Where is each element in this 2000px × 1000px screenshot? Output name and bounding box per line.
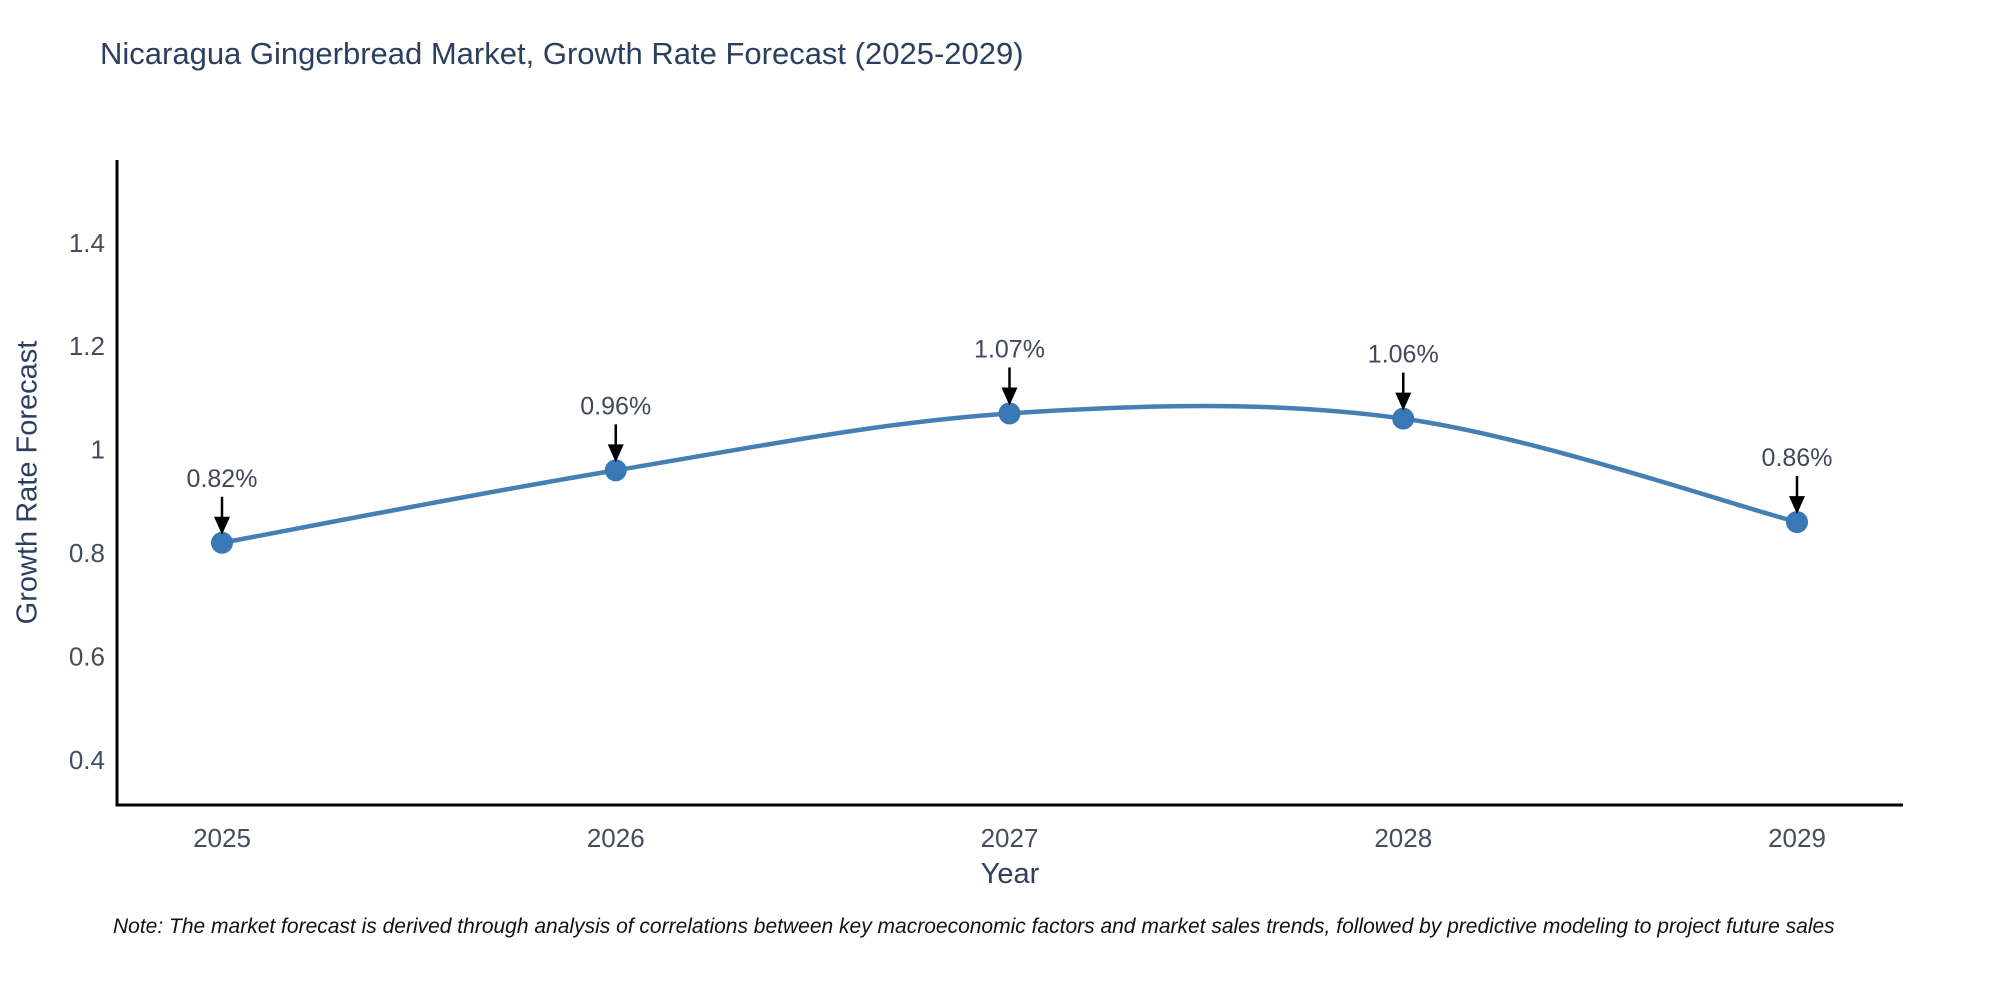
footnote-text: Note: The market forecast is derived thr…: [113, 915, 1835, 938]
x-tick-label: 2029: [1768, 823, 1826, 853]
data-point-marker: [998, 402, 1021, 425]
point-annotation: 1.07%: [974, 335, 1045, 363]
x-tick-label: 2027: [981, 823, 1039, 853]
point-annotation: 1.06%: [1368, 341, 1439, 369]
y-tick-label: 0.4: [69, 745, 105, 775]
y-tick-label: 0.6: [69, 642, 105, 672]
x-tick-label: 2026: [587, 823, 645, 853]
x-tick-label: 2028: [1374, 823, 1432, 853]
x-tick-label: 2025: [193, 823, 251, 853]
trend-line: [221, 403, 1798, 545]
annotation-arrowhead: [607, 444, 624, 463]
y-tick-label: 1: [91, 435, 105, 465]
annotation-arrowhead: [1395, 392, 1412, 411]
annotation-arrowhead: [214, 516, 230, 535]
data-point-marker: [211, 531, 233, 554]
annotation-arrowhead: [1001, 387, 1018, 406]
y-tick-label: 0.8: [69, 538, 105, 568]
data-point-marker: [1786, 511, 1808, 534]
point-annotation: 0.96%: [580, 392, 651, 420]
data-point-marker: [604, 459, 627, 482]
annotation-arrowhead: [1789, 496, 1805, 515]
y-tick-label: 1.2: [69, 331, 105, 361]
y-axis-title: Growth Rate Forecast: [11, 340, 44, 625]
y-tick-label: 1.4: [69, 228, 105, 258]
data-point-marker: [1392, 407, 1415, 430]
chart-title: Nicaragua Gingerbread Market, Growth Rat…: [100, 36, 1024, 71]
point-annotation: 0.82%: [187, 465, 258, 493]
x-axis-title: Year: [980, 858, 1040, 890]
point-annotation: 0.86%: [1762, 444, 1833, 472]
